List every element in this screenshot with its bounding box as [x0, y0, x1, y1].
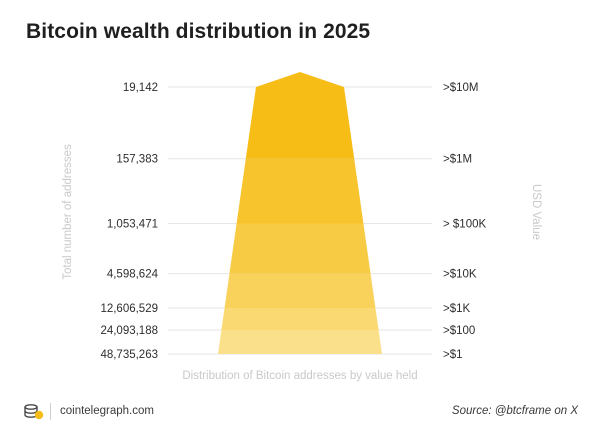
y-axis-label: Total number of addresses [62, 144, 74, 280]
usd-tier-label: >$10M [443, 82, 478, 94]
address-count-label: 48,735,263 [100, 349, 158, 361]
right-tick-layer: >$10M >$1M > $100K >$10K >$1K >$100 >$1 [443, 82, 486, 361]
address-count-label: 19,142 [123, 82, 158, 94]
funnel-band [236, 158, 364, 224]
usd-tier-label: > $100K [443, 218, 486, 230]
funnel-band [245, 87, 355, 159]
footer-divider [50, 403, 51, 420]
usd-tier-label: >$100 [443, 325, 475, 337]
chart-title: Bitcoin wealth distribution in 2025 [26, 20, 371, 43]
address-count-label: 4,598,624 [107, 269, 159, 281]
address-count-label: 157,383 [116, 154, 158, 166]
funnel-band [221, 307, 379, 331]
x-axis-label: Distribution of Bitcoin addresses by val… [182, 370, 417, 382]
funnel-band [218, 330, 382, 354]
usd-tier-label: >$1K [443, 303, 471, 315]
usd-tier-label: >$10K [443, 269, 477, 281]
address-count-label: 1,053,471 [107, 218, 158, 230]
cointelegraph-logo-icon [24, 404, 44, 420]
address-count-label: 24,093,188 [100, 325, 158, 337]
funnel-band [224, 273, 376, 308]
funnel-band [229, 223, 371, 274]
usd-tier-label: >$1M [443, 154, 472, 166]
band-layer [218, 72, 382, 354]
left-tick-layer: 19,142 157,383 1,053,471 4,598,624 12,606,52… [100, 82, 158, 361]
y2-axis-label: USD Value [530, 184, 542, 240]
source-label: Source: @btcframe on X [451, 405, 578, 417]
address-count-label: 12,606,529 [100, 303, 158, 315]
funnel-apex [256, 72, 344, 87]
brand-label: cointelegraph.com [60, 405, 154, 417]
usd-tier-label: >$1 [443, 349, 463, 361]
